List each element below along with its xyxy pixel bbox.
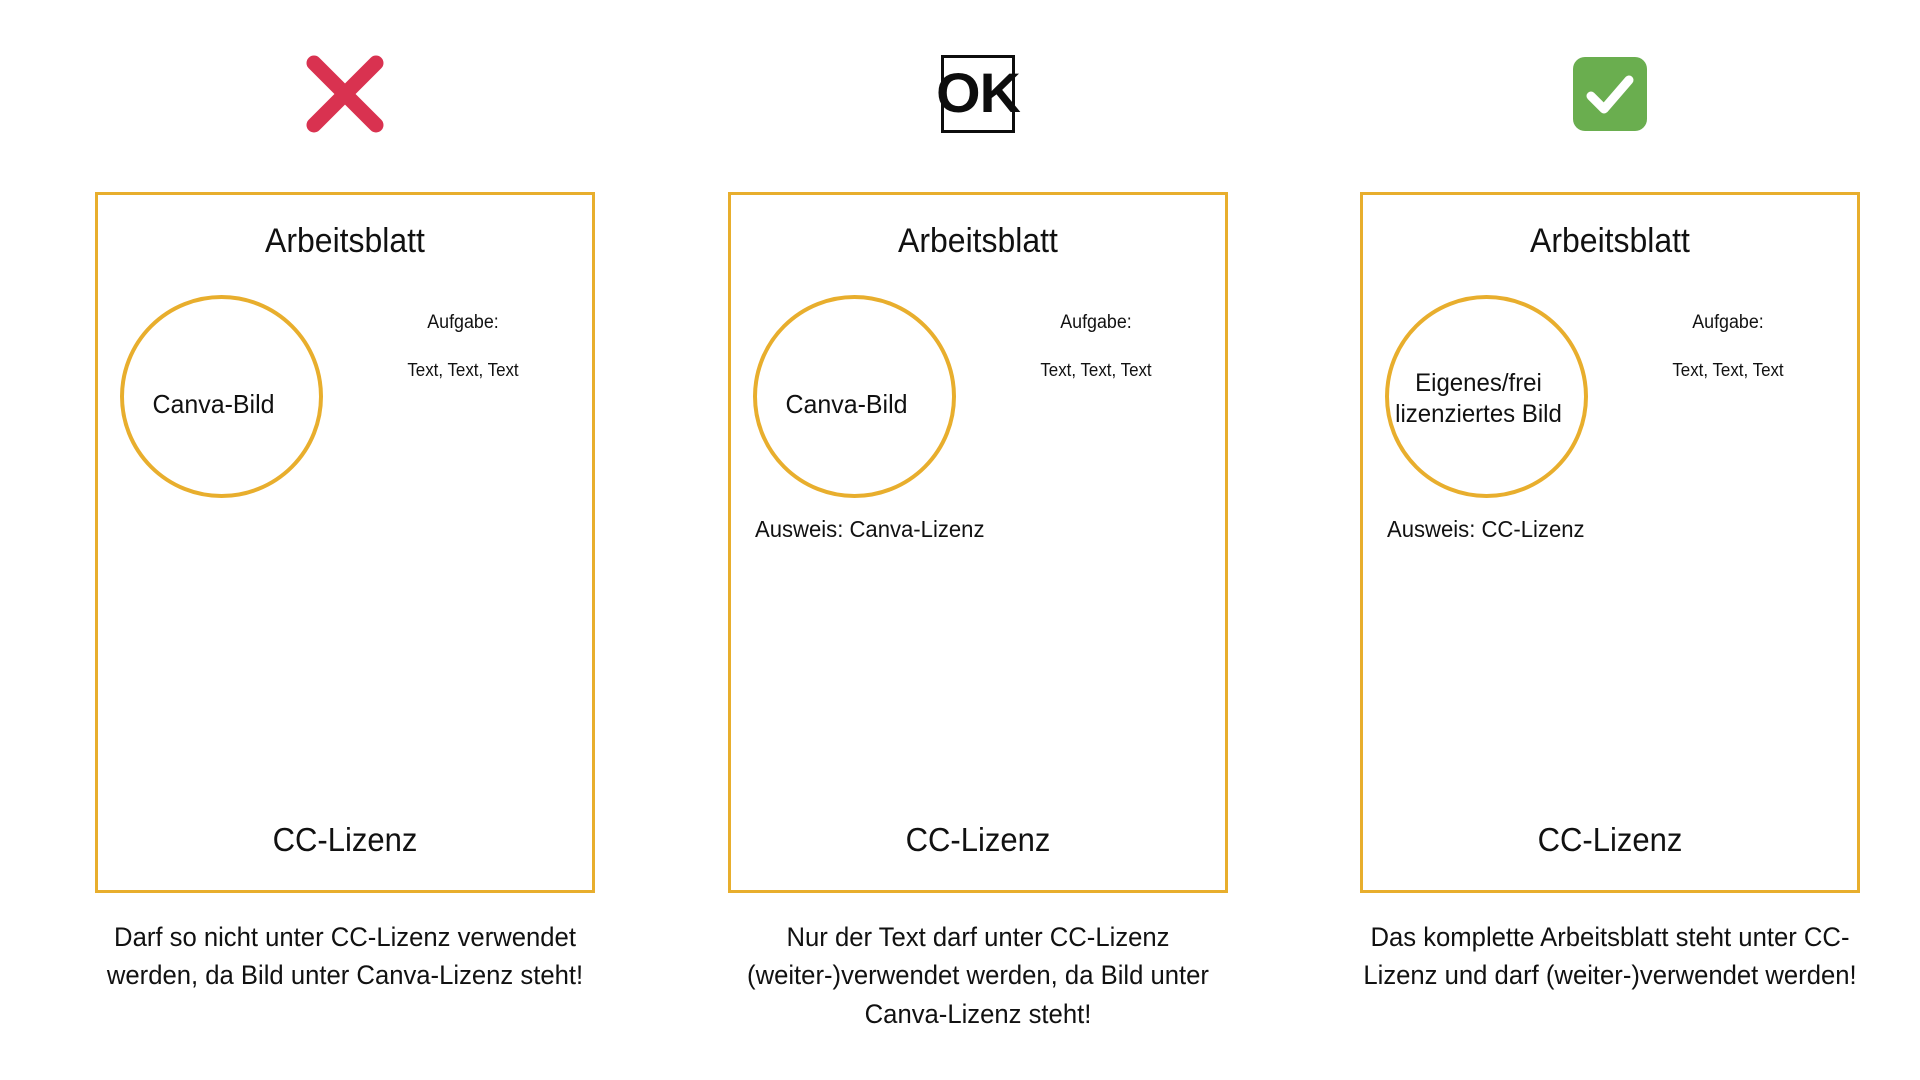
image-placeholder-circle: Eigenes/frei lizenziertes Bild bbox=[1385, 295, 1588, 498]
task-block: Aufgabe: Text, Text, Text bbox=[1613, 312, 1843, 381]
worksheet-license-footer: CC-Lizenz bbox=[905, 820, 1051, 858]
column-caption: Darf so nicht unter CC-Lizenz verwendet … bbox=[106, 922, 584, 991]
image-placeholder-label: Eigenes/frei lizenziertes Bild bbox=[1395, 369, 1562, 428]
worksheet-card: Arbeitsblatt Canva-Bild Aufgabe: Text, T… bbox=[728, 192, 1228, 893]
task-heading: Aufgabe: bbox=[1692, 312, 1764, 333]
comparison-column-1: Arbeitsblatt Canva-Bild Aufgabe: Text, T… bbox=[95, 0, 595, 1080]
ok-box-label: OK bbox=[936, 61, 1021, 124]
check-icon-badge bbox=[1573, 57, 1647, 131]
image-placeholder-circle: Canva-Bild bbox=[753, 295, 956, 498]
task-heading: Aufgabe: bbox=[427, 312, 499, 333]
task-block: Aufgabe: Text, Text, Text bbox=[348, 312, 578, 381]
image-license-note: Ausweis: CC-Lizenz bbox=[1387, 516, 1585, 542]
task-body: Text, Text, Text bbox=[1040, 359, 1152, 380]
comparison-column-3: Arbeitsblatt Eigenes/frei lizenziertes B… bbox=[1360, 0, 1860, 1080]
worksheet-title: Arbeitsblatt bbox=[898, 222, 1058, 260]
task-heading: Aufgabe: bbox=[1060, 312, 1132, 333]
task-block: Aufgabe: Text, Text, Text bbox=[981, 312, 1211, 381]
worksheet-card: Arbeitsblatt Eigenes/frei lizenziertes B… bbox=[1360, 192, 1860, 893]
column-caption: Nur der Text darf unter CC-Lizenz (weite… bbox=[747, 922, 1209, 1029]
ok-box-icon: OK bbox=[918, 44, 1038, 144]
worksheet-license-footer: CC-Lizenz bbox=[1537, 820, 1683, 858]
worksheet-license-footer: CC-Lizenz bbox=[272, 820, 418, 858]
image-placeholder-label: Canva-Bild bbox=[152, 388, 275, 419]
cross-icon bbox=[285, 44, 405, 144]
comparison-column-2: OK Arbeitsblatt Canva-Bild Aufgabe: Text… bbox=[728, 0, 1228, 1080]
worksheet-title: Arbeitsblatt bbox=[1530, 222, 1690, 260]
task-body: Text, Text, Text bbox=[407, 359, 519, 380]
check-icon bbox=[1550, 44, 1670, 144]
worksheet-title: Arbeitsblatt bbox=[265, 222, 425, 260]
task-body: Text, Text, Text bbox=[1672, 359, 1784, 380]
ok-box-frame: OK bbox=[936, 55, 1021, 133]
image-license-note: Ausweis: Canva-Lizenz bbox=[755, 516, 985, 542]
column-caption: Das komplette Arbeitsblatt steht unter C… bbox=[1363, 922, 1857, 991]
worksheet-card: Arbeitsblatt Canva-Bild Aufgabe: Text, T… bbox=[95, 192, 595, 893]
image-placeholder-circle: Canva-Bild bbox=[120, 295, 323, 498]
image-placeholder-label: Canva-Bild bbox=[785, 388, 908, 419]
